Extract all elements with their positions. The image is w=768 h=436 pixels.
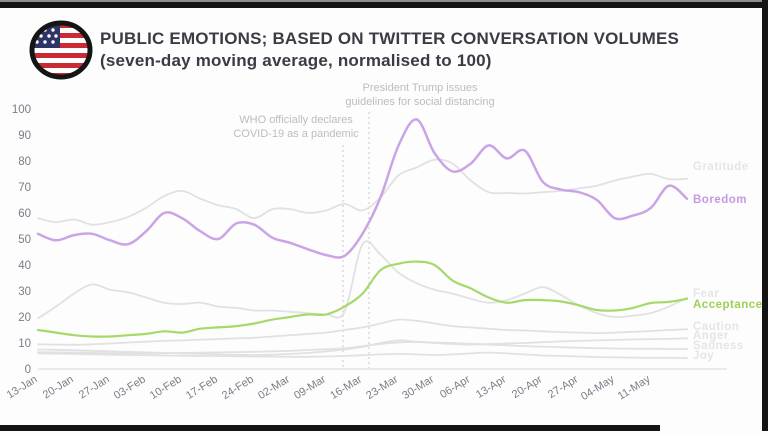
series-label-acceptance: Acceptance	[693, 299, 763, 311]
y-axis-tick-label: 100	[12, 104, 31, 116]
series-line-joy	[37, 351, 688, 359]
y-axis-tick-label: 50	[18, 234, 31, 246]
series-label-caution: Caution	[693, 321, 739, 333]
x-axis-tick-label: 20-Jan	[41, 373, 76, 401]
chart-title: PUBLIC EMOTIONS; BASED ON TWITTER CONVER…	[100, 28, 720, 72]
series-line-acceptance	[36, 260, 689, 338]
y-axis-tick-label: 10	[18, 338, 31, 350]
annotation-text: guidelines for social distancing	[345, 96, 494, 108]
series-line-gratitude	[37, 158, 688, 226]
y-axis-tick-label: 70	[18, 182, 31, 194]
x-axis-tick-label: 11-May	[616, 373, 653, 402]
letterbox-bar-top-edge	[0, 0, 768, 2]
y-axis-tick-label: 60	[18, 208, 31, 220]
x-axis-tick-label: 23-Mar	[364, 373, 400, 402]
x-axis-tick-label: 20-Apr	[510, 373, 545, 401]
x-axis-tick-label: 06-Apr	[438, 373, 473, 401]
x-axis-tick-label: 17-Feb	[184, 373, 220, 402]
y-axis-tick-label: 20	[18, 312, 31, 324]
series-label-anger: Anger	[693, 330, 729, 342]
letterbox-bar-bottom	[0, 425, 660, 431]
series-label-joy: Joy	[693, 350, 714, 362]
series-line-sadness	[37, 341, 688, 355]
series-label-sadness: Sadness	[693, 340, 744, 352]
series-line-fear	[37, 240, 688, 320]
letterbox-bar-top	[0, 0, 768, 8]
y-axis-tick-label: 0	[25, 364, 31, 376]
title-line-2: (seven-day moving average, normalised to…	[100, 51, 492, 70]
y-axis-tick-label: 90	[18, 130, 31, 142]
annotation-text: COVID-19 as a pandemic	[233, 128, 359, 140]
title-line-1: PUBLIC EMOTIONS; BASED ON TWITTER CONVER…	[100, 29, 680, 48]
letterbox-bar-right	[762, 0, 768, 431]
x-axis-tick-label: 02-Mar	[256, 373, 292, 402]
x-axis-tick-label: 04-May	[579, 373, 617, 403]
series-label-fear: Fear	[693, 288, 719, 300]
series-label-gratitude: Gratitude	[693, 161, 749, 173]
y-axis-tick-label: 30	[18, 286, 31, 298]
series-line-boredom	[36, 118, 689, 259]
x-axis-tick-label: 13-Apr	[474, 373, 509, 401]
x-axis-tick-label: 27-Apr	[546, 373, 581, 401]
series-line-caution	[37, 318, 688, 346]
x-axis-tick-label: 30-Mar	[400, 373, 436, 402]
us-flag-icon	[26, 17, 96, 83]
chart-header: PUBLIC EMOTIONS; BASED ON TWITTER CONVER…	[0, 8, 756, 88]
x-axis-tick-label: 24-Feb	[220, 373, 256, 402]
x-axis-tick-label: 09-Mar	[292, 373, 328, 402]
y-axis-tick-label: 40	[18, 260, 31, 272]
x-axis-tick-label: 10-Feb	[148, 373, 184, 402]
annotation-text: WHO officially declares	[239, 114, 353, 126]
x-axis-tick-label: 03-Feb	[112, 373, 148, 402]
x-axis-tick-label: 27-Jan	[77, 373, 112, 401]
y-axis-tick-label: 80	[18, 156, 31, 168]
x-axis-tick-label: 16-Mar	[328, 373, 364, 402]
x-axis-tick-label: 13-Jan	[5, 373, 40, 401]
series-label-boredom: Boredom	[693, 194, 747, 206]
annotation-text: President Trump issues	[363, 82, 478, 94]
